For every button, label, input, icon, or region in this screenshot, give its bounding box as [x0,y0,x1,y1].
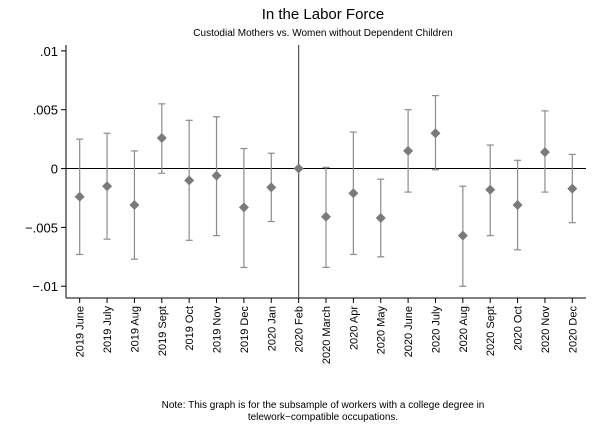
x-tick-label: 2020 Sept [485,306,497,356]
data-point-diamond [403,145,414,156]
data-point-diamond [567,183,578,194]
data-point-diamond [74,191,85,202]
data-point-diamond [457,230,468,241]
data-point-diamond [184,175,195,186]
note-line-1: Note: This graph is for the subsample of… [162,400,485,411]
point-estimates [74,128,578,241]
x-tick-label: 2019 Nov [212,306,224,354]
x-tick-label: 2020 June [403,306,415,357]
x-tick-label: 2020 Nov [540,306,552,354]
data-point-diamond [211,170,222,181]
chart-subtitle: Custodial Mothers vs. Women without Depe… [193,28,452,39]
x-tick-label: 2019 Aug [129,306,141,353]
x-tick-label: 2019 Sept [157,306,169,356]
y-axis-ticks: −.01 −.005 0 .005 .01 [25,44,66,294]
y-tick-label: .005 [33,103,58,118]
x-tick-label: 2020 Apr [348,306,360,350]
x-tick-label: 2019 Oct [184,306,196,351]
data-point-diamond [348,188,359,199]
data-point-diamond [539,147,550,158]
note-line-2: telework−compatible occupations. [248,412,398,423]
x-tick-label: 2019 June [75,306,87,357]
y-tick-label: −.01 [32,279,58,294]
x-tick-label: 2020 Jan [266,306,278,351]
x-tick-label: 2019 July [102,306,114,354]
data-point-diamond [485,184,496,195]
data-point-diamond [430,128,441,139]
y-tick-label: −.005 [25,220,58,235]
x-tick-label: 2020 Oct [513,306,525,351]
data-point-diamond [238,202,249,213]
chart-title: In the Labor Force [262,6,385,23]
x-tick-label: 2019 Dec [239,306,251,354]
y-tick-label: 0 [51,162,58,177]
data-point-diamond [129,200,140,211]
confidence-intervals [76,94,576,287]
x-axis-ticks: 2019 June 2019 July 2019 Aug 2019 Sept 2019 … [75,298,579,364]
x-tick-label: 2020 May [376,306,388,355]
data-point-diamond [293,163,304,174]
data-point-diamond [102,181,113,192]
data-point-diamond [321,211,331,222]
y-tick-label: .01 [40,44,58,59]
x-tick-label: 2020 March [321,306,333,364]
data-point-diamond [156,132,167,143]
x-tick-label: 2020 Aug [458,306,470,353]
x-tick-label: 2020 Feb [294,306,306,352]
data-point-diamond [266,182,277,193]
data-point-diamond [375,212,386,223]
x-tick-label: 2020 July [430,306,442,354]
x-tick-label: 2020 Dec [567,306,579,354]
data-point-diamond [512,200,523,211]
